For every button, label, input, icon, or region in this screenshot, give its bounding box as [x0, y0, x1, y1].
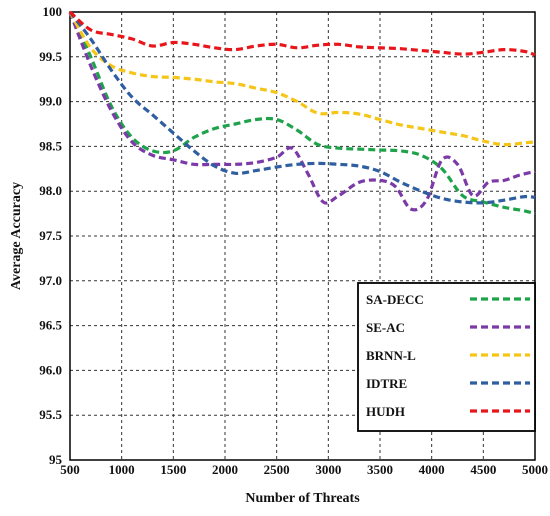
legend-item: BRNN-L — [366, 348, 530, 363]
x-tick-label: 3000 — [315, 462, 341, 477]
series-layer — [68, 10, 536, 216]
x-tick-label: 1000 — [109, 462, 135, 477]
x-tick-label: 2000 — [212, 462, 238, 477]
series-line-brnn-l — [68, 11, 536, 147]
y-tick-label: 99.0 — [39, 94, 62, 109]
series-line-hudh — [68, 10, 536, 57]
legend-label: BRNN-L — [366, 348, 416, 363]
x-tick-label: 4000 — [419, 462, 445, 477]
x-tick-label: 4500 — [470, 462, 496, 477]
y-tick-label: 96.5 — [39, 318, 62, 333]
x-tick-label: 3500 — [367, 462, 393, 477]
y-tick-label: 99.5 — [39, 49, 62, 64]
x-tick-label: 2500 — [264, 462, 290, 477]
x-tick-label: 1500 — [160, 462, 186, 477]
y-tick-label: 97.0 — [39, 273, 62, 288]
y-axis-title: Average Accuracy — [9, 182, 24, 290]
y-tick-label: 95 — [49, 452, 63, 467]
y-tick-label: 97.5 — [39, 228, 62, 243]
series-line-sa-decc — [68, 11, 536, 216]
x-axis-ticks: 500 1000 1500 2000 2500 3000 3500 4000 4500 5000 — [60, 462, 548, 477]
legend-label: HUDH — [366, 404, 405, 419]
legend-item: HUDH — [366, 404, 530, 419]
y-tick-label: 100 — [43, 4, 63, 19]
legend: SA-DECC SE-AC BRNN-L IDTRE HUDH — [357, 282, 536, 432]
y-tick-label: 96.0 — [39, 362, 62, 377]
y-tick-label: 98.5 — [39, 138, 62, 153]
y-axis-ticks: 95 95.5 96.0 96.5 97.0 97.5 98.0 98.5 99.0 99.5 10… — [39, 4, 62, 467]
legend-label: SE-AC — [366, 320, 405, 335]
legend-label: IDTRE — [366, 376, 407, 391]
x-tick-label: 500 — [60, 462, 80, 477]
legend-label: SA-DECC — [366, 292, 424, 307]
legend-item: SA-DECC — [366, 292, 530, 307]
y-tick-label: 95.5 — [39, 407, 62, 422]
legend-item: SE-AC — [366, 320, 530, 335]
series-line-se-ac — [68, 11, 536, 212]
x-tick-label: 5000 — [522, 462, 548, 477]
legend-item: IDTRE — [366, 376, 530, 391]
y-tick-label: 98.0 — [39, 183, 62, 198]
series-line-idtre — [68, 11, 536, 205]
plot-area-frame — [69, 11, 536, 461]
x-axis-title: Number of Threats — [245, 491, 360, 506]
legend-box — [357, 282, 536, 432]
